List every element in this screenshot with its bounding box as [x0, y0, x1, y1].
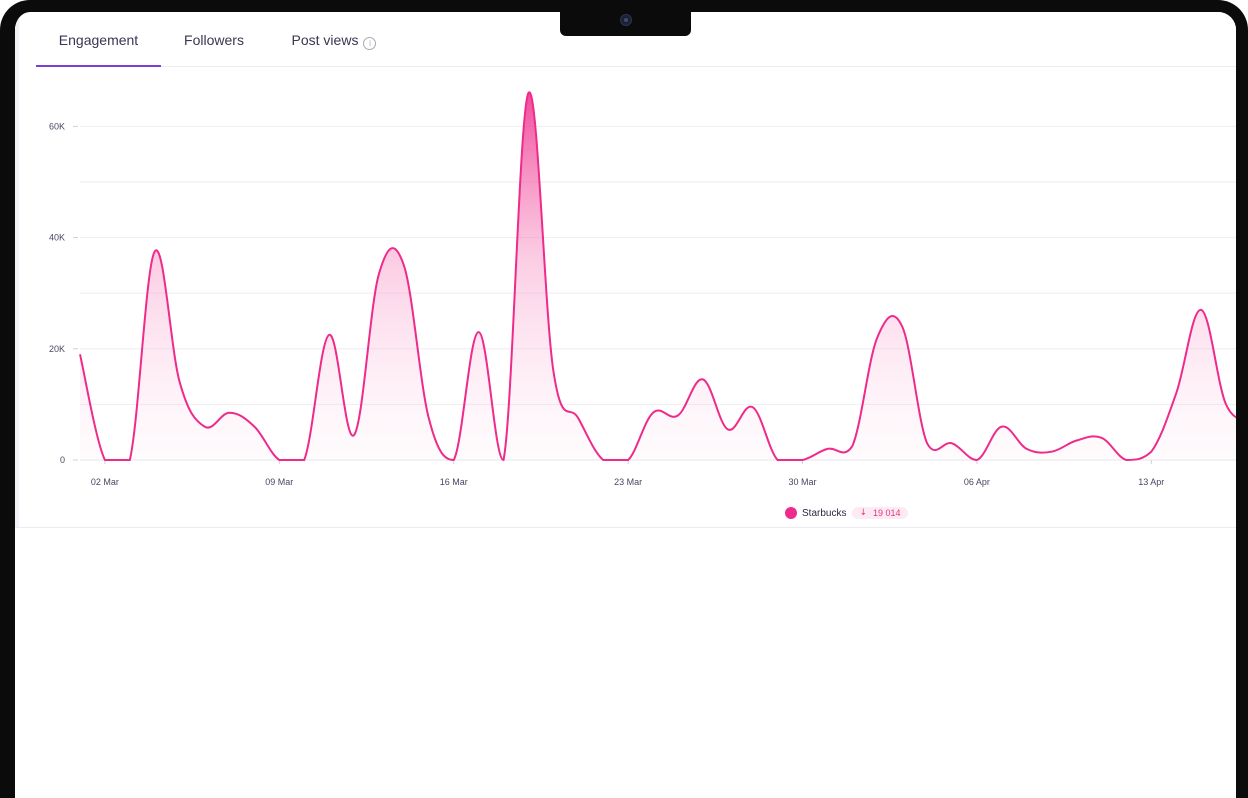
screen: Engagement Followers Post views i 0 20K 40K… [15, 12, 1236, 798]
legend-dot-starbucks [785, 507, 797, 519]
change-badge: ↓ 19 014 [852, 507, 908, 519]
data-point[interactable] [801, 458, 805, 462]
y-tick-label: 60K [49, 121, 65, 131]
legend-label-starbucks: Starbucks [802, 507, 847, 519]
data-point[interactable] [701, 377, 705, 381]
data-point[interactable] [526, 91, 530, 95]
data-point[interactable] [1174, 391, 1178, 395]
engagement-chart: 0 20K 40K 60K 02 Mar 09 Mar 16 Mar 23 Mar 30 Ma… [49, 91, 1236, 487]
x-tick-label: 13 Apr [1138, 477, 1164, 487]
x-tick-label: 30 Mar [788, 477, 816, 487]
info-icon[interactable]: i [363, 37, 377, 50]
tab-engagement[interactable]: Engagement [36, 12, 161, 67]
tab-followers[interactable]: Followers [173, 12, 255, 66]
x-tick-label: 02 Mar [91, 477, 119, 487]
tab-post-views[interactable]: Post views i [284, 12, 384, 66]
x-axis: 02 Mar 09 Mar 16 Mar 23 Mar 30 Mar 06 Apr 13 A… [91, 460, 1164, 487]
data-point[interactable] [178, 380, 182, 384]
tab-bar: Engagement Followers Post views i [36, 12, 1236, 67]
data-point[interactable] [1099, 436, 1103, 440]
data-point[interactable] [1224, 402, 1228, 406]
data-point[interactable] [1000, 425, 1004, 429]
data-point[interactable] [103, 458, 107, 462]
data-point[interactable] [1199, 308, 1203, 312]
data-point[interactable] [1075, 439, 1079, 443]
data-point[interactable] [352, 433, 356, 437]
data-point[interactable] [1050, 450, 1054, 454]
x-tick-label: 09 Mar [265, 477, 293, 487]
data-point[interactable] [626, 458, 630, 462]
data-point[interactable] [277, 458, 281, 462]
data-point[interactable] [78, 352, 82, 356]
device-notch [560, 0, 691, 36]
data-point[interactable] [1025, 447, 1029, 451]
data-point[interactable] [825, 447, 829, 451]
data-point[interactable] [551, 369, 555, 373]
y-tick-label: 20K [49, 344, 65, 354]
data-point[interactable] [900, 325, 904, 329]
data-point[interactable] [875, 336, 879, 340]
data-point[interactable] [327, 333, 331, 337]
data-point[interactable] [1124, 458, 1128, 462]
data-point[interactable] [651, 411, 655, 415]
data-point[interactable] [477, 330, 481, 334]
data-point[interactable] [850, 444, 854, 448]
data-point[interactable] [601, 458, 605, 462]
camera-icon [620, 14, 632, 26]
data-point[interactable] [576, 416, 580, 420]
data-point[interactable] [377, 272, 381, 276]
series-area-starbucks [80, 92, 1236, 460]
data-point[interactable] [427, 416, 431, 420]
x-tick-label: 16 Mar [440, 477, 468, 487]
tab-post-views-label: Post views [291, 32, 359, 48]
data-point[interactable] [402, 263, 406, 267]
data-point[interactable] [502, 458, 506, 462]
arrow-down-icon: ↓ [859, 508, 868, 518]
tab-followers-label: Followers [184, 32, 244, 48]
y-tick-label: 40K [49, 233, 65, 243]
change-value: 19 014 [873, 508, 901, 518]
data-point[interactable] [1149, 450, 1153, 454]
series-line-starbucks[interactable] [79, 91, 1236, 462]
data-point[interactable] [751, 405, 755, 409]
data-point[interactable] [950, 441, 954, 445]
engagement-chart-panel: Engagement Followers Post views i 0 20K 40K… [15, 12, 1236, 528]
data-point[interactable] [128, 458, 132, 462]
chart-legend[interactable]: Starbucks ↓ 19 014 [785, 505, 908, 521]
data-point[interactable] [676, 414, 680, 418]
x-tick-label: 06 Apr [964, 477, 990, 487]
tab-engagement-label: Engagement [58, 32, 139, 48]
data-point[interactable] [925, 441, 929, 445]
data-point[interactable] [203, 425, 207, 429]
data-point[interactable] [252, 425, 256, 429]
data-point[interactable] [302, 458, 306, 462]
data-point[interactable] [975, 458, 979, 462]
data-point[interactable] [452, 458, 456, 462]
data-point[interactable] [153, 249, 157, 253]
series-points [78, 91, 1236, 462]
panel-edge [15, 12, 19, 527]
data-point[interactable] [726, 427, 730, 431]
x-tick-label: 23 Mar [614, 477, 642, 487]
data-point[interactable] [227, 411, 231, 415]
y-tick-label: 0 [60, 455, 65, 465]
y-axis: 0 20K 40K 60K [49, 121, 78, 465]
data-point[interactable] [776, 458, 780, 462]
active-tab-indicator [36, 65, 161, 67]
